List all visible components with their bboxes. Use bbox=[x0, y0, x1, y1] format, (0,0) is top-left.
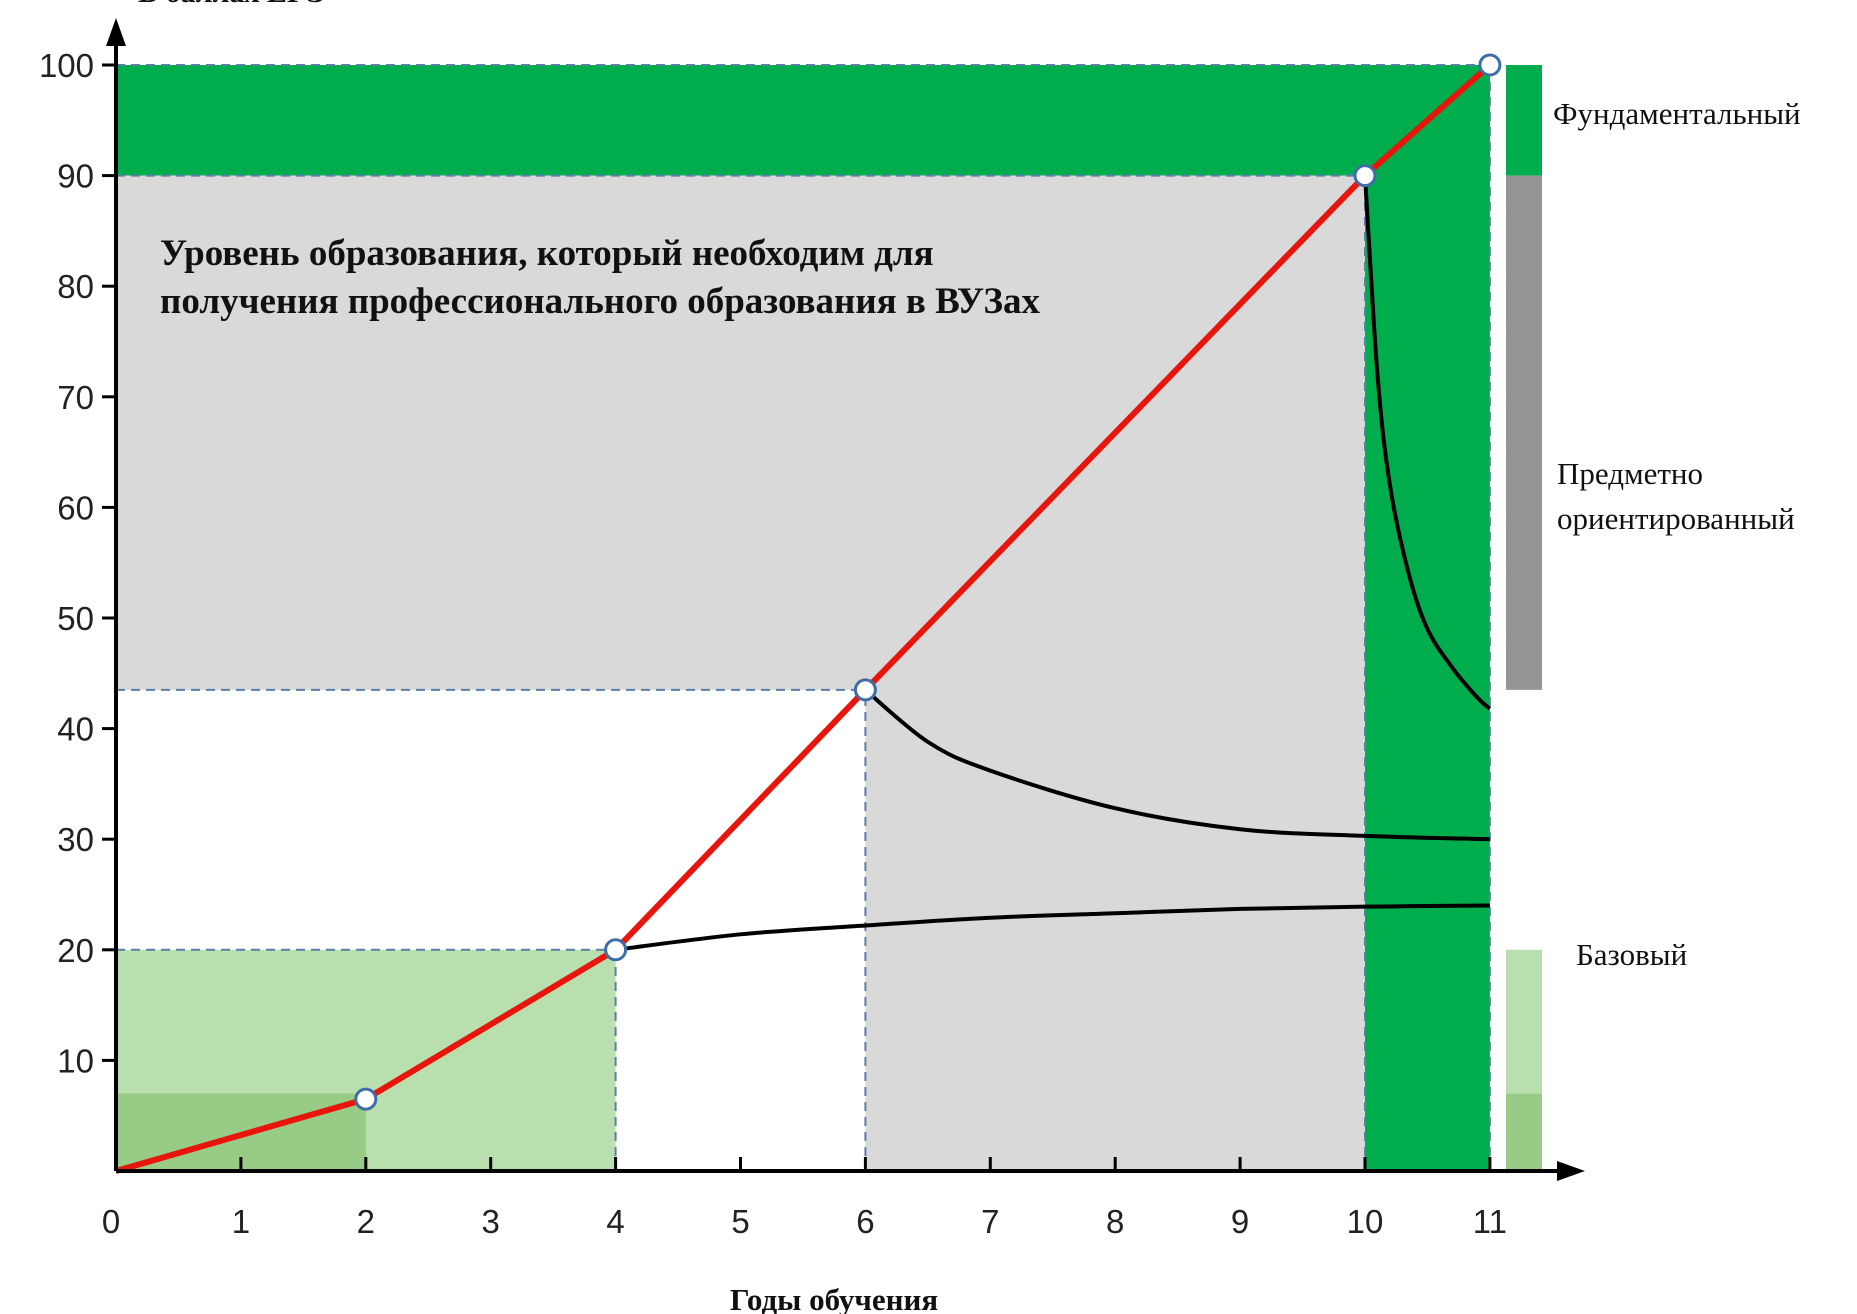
y-axis-arrow bbox=[106, 18, 126, 46]
x-axis-arrow bbox=[1557, 1161, 1585, 1181]
annotation-line-1: Уровень образования, который необходим д… bbox=[160, 233, 934, 274]
y-tick-label-90: 90 bbox=[57, 158, 94, 195]
x-tick-label-11: 11 bbox=[1473, 1203, 1507, 1240]
x-tick-label-9: 9 bbox=[1231, 1203, 1249, 1240]
point-marker-1 bbox=[354, 1087, 378, 1111]
x-tick-label-7: 7 bbox=[981, 1203, 999, 1240]
y-tick-label-100: 100 bbox=[39, 47, 94, 84]
axes bbox=[106, 18, 1585, 1181]
level-label-subject-line-1: Предметно bbox=[1557, 456, 1703, 491]
x-tick-label-5: 5 bbox=[731, 1203, 749, 1240]
point-marker-3 bbox=[853, 678, 877, 702]
branch-curves bbox=[615, 175, 1492, 952]
level-bar-segment-1 bbox=[1506, 175, 1542, 690]
x-tick-label-2: 2 bbox=[357, 1203, 375, 1240]
x-tick-label-0: 0 bbox=[102, 1203, 120, 1240]
x-tick-label-4: 4 bbox=[606, 1203, 624, 1240]
level-label-basic: Базовый bbox=[1576, 937, 1687, 972]
shaded-region-3 bbox=[1365, 65, 1490, 1171]
level-bar-segment-0 bbox=[1506, 65, 1542, 176]
shaded-region-2 bbox=[865, 689, 1365, 1171]
x-tick-label-3: 3 bbox=[482, 1203, 500, 1240]
point-marker-2 bbox=[604, 938, 628, 962]
y-tick-label-10: 10 bbox=[57, 1042, 94, 1079]
x-ticks: 0 1 2 3 4 5 6 7 8 9 10 11 bbox=[102, 1157, 1507, 1240]
x-axis-label: Годы обучения bbox=[730, 1282, 938, 1314]
y-tick-label-40: 40 bbox=[57, 711, 94, 748]
y-tick-label-20: 20 bbox=[57, 932, 94, 969]
main-series-line bbox=[115, 62, 1492, 1174]
level-bar bbox=[1506, 65, 1542, 1171]
x-tick-label-6: 6 bbox=[856, 1203, 874, 1240]
point-marker-4 bbox=[1353, 164, 1377, 188]
main-series bbox=[115, 62, 1492, 1174]
level-label-subject-line-2: ориентированный bbox=[1557, 501, 1795, 536]
y-tick-label-70: 70 bbox=[57, 379, 94, 416]
y-tick-label-60: 60 bbox=[57, 489, 94, 526]
x-tick-label-10: 10 bbox=[1347, 1203, 1384, 1240]
shaded-region-1 bbox=[116, 175, 1365, 690]
branch-curve-1 bbox=[864, 688, 1490, 842]
main-series-markers bbox=[354, 53, 1502, 1111]
level-bar-segment-3 bbox=[1506, 1093, 1542, 1171]
shaded-region-0 bbox=[116, 65, 1490, 176]
point-marker-5 bbox=[1478, 53, 1502, 77]
y-axis-label: В баллах ЕГЭ bbox=[138, 0, 326, 9]
shaded-regions bbox=[116, 65, 1490, 1171]
guide-lines bbox=[116, 64, 1491, 1171]
y-tick-label-30: 30 bbox=[57, 821, 94, 858]
x-tick-label-8: 8 bbox=[1106, 1203, 1124, 1240]
branch-curve-0 bbox=[615, 903, 1490, 952]
annotation-line-2: получения профессионального образования … bbox=[160, 281, 1041, 322]
level-bar-segment-2 bbox=[1506, 949, 1542, 1094]
y-tick-label-50: 50 bbox=[57, 600, 94, 637]
branch-curve-2 bbox=[1363, 175, 1492, 711]
y-tick-label-80: 80 bbox=[57, 268, 94, 305]
level-label-fundamental: Фундаментальный bbox=[1553, 96, 1801, 131]
x-tick-label-1: 1 bbox=[232, 1203, 250, 1240]
y-ticks: 10 20 30 40 50 60 70 80 90 100 bbox=[39, 47, 116, 1079]
